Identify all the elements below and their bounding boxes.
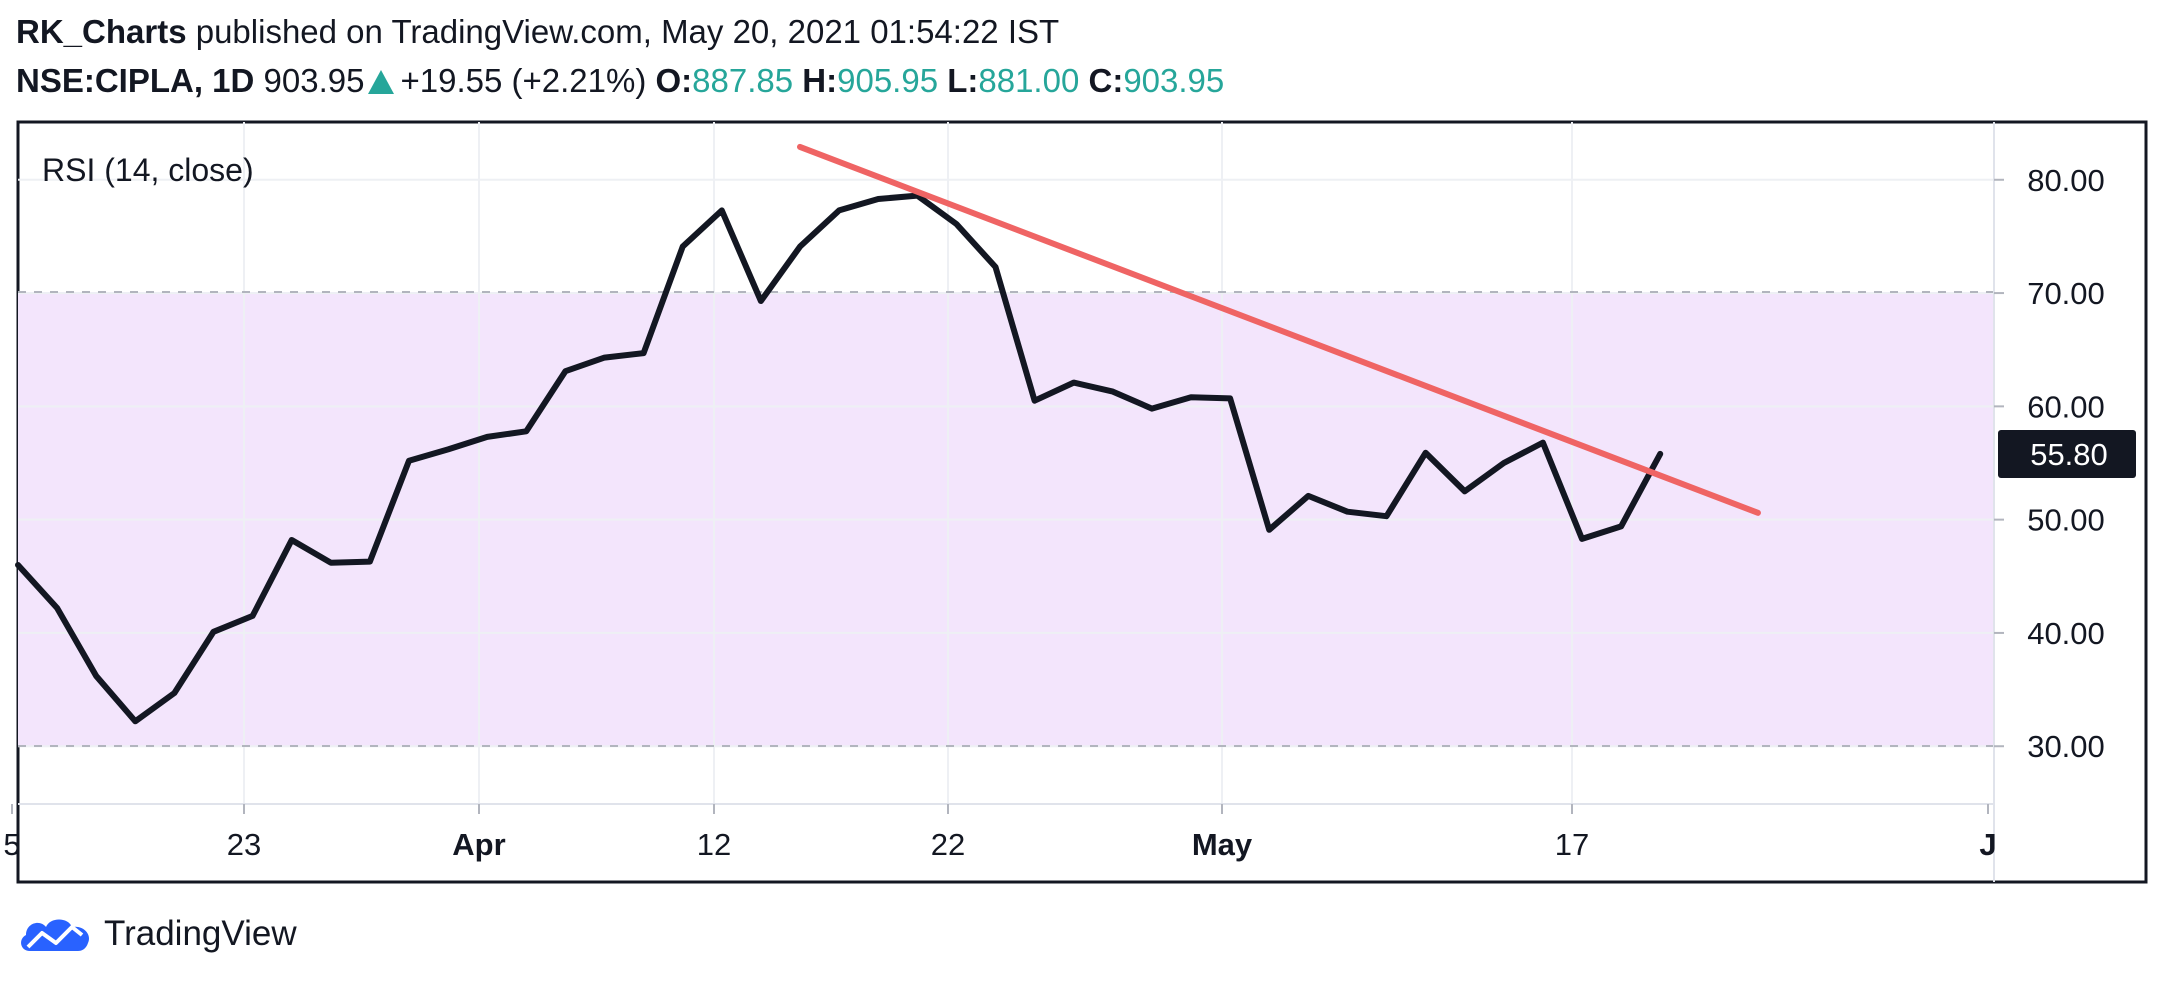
rsi-point — [330, 562, 332, 564]
rsi-point — [1425, 452, 1427, 454]
close-label: C: — [1088, 62, 1124, 99]
y-tick-label: 30.00 — [2027, 729, 2105, 764]
rsi-point — [1464, 490, 1466, 492]
rsi-point — [252, 615, 254, 617]
rsi-point — [56, 607, 58, 609]
rsi-point — [1112, 391, 1114, 393]
rsi-point — [721, 209, 723, 211]
rsi-point — [134, 720, 136, 722]
up-arrow-icon — [368, 70, 395, 94]
rsi-point — [1346, 511, 1348, 513]
x-tick-label: J — [1979, 827, 1996, 862]
tradingview-logo-icon — [21, 919, 90, 951]
rsi-point — [1307, 495, 1309, 497]
rsi-point — [369, 561, 371, 563]
x-tick-label: 23 — [227, 827, 261, 862]
rsi-point — [682, 246, 684, 248]
rsi-point — [291, 539, 293, 541]
low-label: L: — [947, 62, 979, 99]
last-value-text: 55.80 — [2030, 437, 2108, 472]
resistance-trendline[interactable] — [797, 143, 1761, 516]
rsi-point — [173, 692, 175, 694]
author-name[interactable]: RK_Charts — [16, 13, 187, 50]
x-tick-label: 12 — [697, 827, 731, 862]
last-price: 903.95 — [263, 62, 365, 99]
rsi-point — [1581, 538, 1583, 540]
last-value-tag: 55.80 — [1998, 430, 2136, 478]
published-text: published on TradingView.com, May 20, 20… — [195, 13, 1060, 50]
rsi-point — [1659, 453, 1661, 455]
last-value-bg — [1998, 430, 2136, 478]
rsi-point — [604, 357, 605, 359]
rsi-point — [1386, 515, 1387, 517]
rsi-point — [1034, 400, 1036, 402]
rsi-point — [17, 564, 19, 566]
open-value: 887.85 — [692, 62, 794, 99]
rsi-point — [799, 246, 801, 248]
rsi-point — [95, 675, 97, 677]
rsi-point — [213, 631, 214, 633]
y-tick-label: 80.00 — [2027, 163, 2105, 198]
x-tick-label: 5 — [3, 827, 20, 862]
rsi-point — [916, 195, 918, 197]
rsi-point — [1151, 408, 1153, 410]
close-value: 903.95 — [1123, 62, 1225, 99]
low-value: 881.00 — [978, 62, 1080, 99]
rsi-point — [408, 460, 410, 462]
x-tick-label: May — [1192, 827, 1253, 862]
y-tick-label: 40.00 — [2027, 616, 2105, 651]
brand-footer[interactable]: TradingView — [16, 910, 297, 958]
rsi-point — [525, 430, 527, 432]
y-tick-label: 60.00 — [2027, 389, 2105, 424]
rsi-point — [447, 448, 449, 450]
rsi-point — [1542, 442, 1544, 444]
rsi-point — [1073, 382, 1075, 384]
rsi-point — [955, 223, 957, 225]
open-label: O: — [655, 62, 693, 99]
x-tick-label: 17 — [1555, 827, 1589, 862]
rsi-point — [486, 436, 488, 438]
rsi-point — [1620, 525, 1622, 527]
high-value: 905.95 — [837, 62, 939, 99]
rsi-point — [877, 198, 879, 200]
rsi-point — [1503, 462, 1505, 464]
rsi-point — [838, 209, 840, 211]
rsi-point — [564, 370, 566, 372]
x-tick-label: 22 — [931, 827, 965, 862]
rsi-point — [760, 300, 762, 302]
y-tick-label: 50.00 — [2027, 503, 2105, 538]
rsi-point — [643, 352, 645, 354]
rsi-point — [1229, 397, 1231, 399]
rsi-point — [995, 266, 996, 268]
rsi-point — [1268, 529, 1270, 531]
y-tick-label: 70.00 — [2027, 276, 2105, 311]
brand-name[interactable]: TradingView — [104, 914, 297, 953]
rsi-point — [1190, 396, 1192, 398]
symbol-label[interactable]: NSE:CIPLA, 1D — [16, 62, 255, 99]
price-change: +19.55 (+2.21%) — [400, 62, 647, 99]
x-tick-label: Apr — [452, 827, 505, 862]
indicator-label[interactable]: RSI (14, close) — [42, 152, 254, 188]
high-label: H: — [802, 62, 838, 99]
